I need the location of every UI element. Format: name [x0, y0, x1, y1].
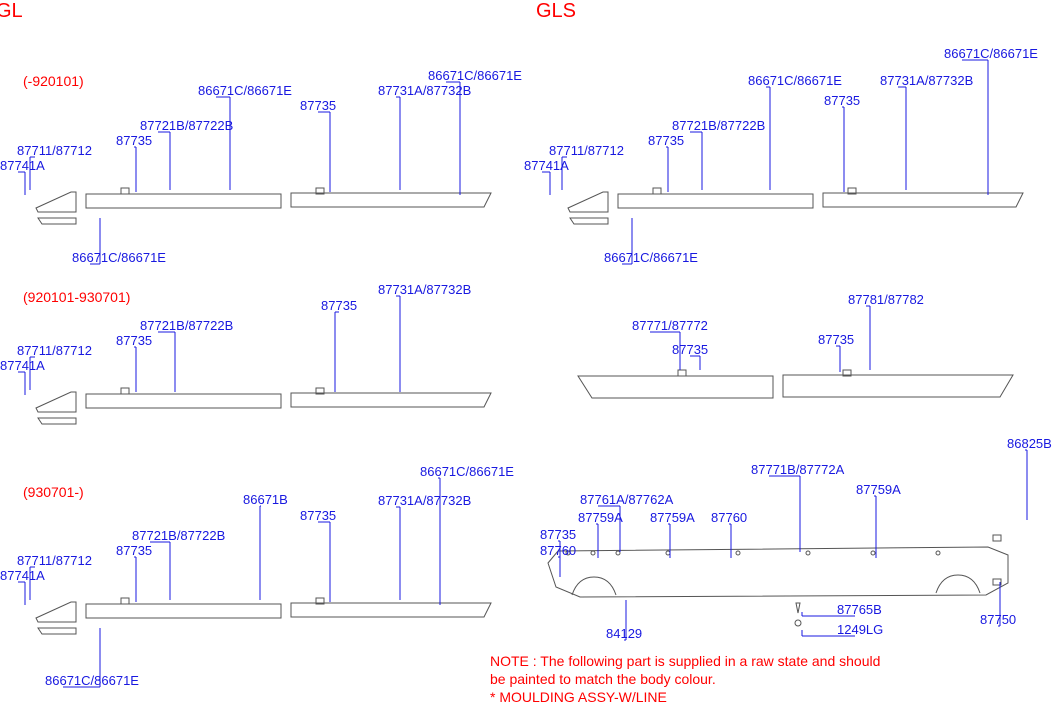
part-label-r2_a: 87771/87772 — [632, 318, 708, 333]
part-label-g3_f: 87735 — [300, 508, 336, 523]
part-label-g3_c: 87735 — [116, 543, 152, 558]
part-label-g1_a: 87711/87712 — [17, 143, 92, 158]
part-label-r1_c: 87735 — [648, 133, 684, 148]
part-label-r1_b: 87741A — [524, 158, 569, 173]
part-label-g1_b: 87741A — [0, 158, 45, 173]
part-label-g2_b: 87741A — [0, 358, 45, 373]
part-label-g2_c: 87735 — [116, 333, 152, 348]
part-label-g1_d: 87721B/87722B — [140, 118, 233, 133]
part-label-r3_l: 1249LG — [837, 622, 883, 637]
part-label-g3_h: 86671C/86671E — [420, 464, 514, 479]
part-label-r3_h: 87759A — [856, 482, 901, 497]
part-label-g3_b: 87741A — [0, 568, 45, 583]
part-label-r3_k: 87765B — [837, 602, 882, 617]
part-label-r1_i: 86671C/86671E — [604, 250, 698, 265]
part-label-g3_d: 87721B/87722B — [132, 528, 225, 543]
part-label-g2_f: 87735 — [321, 298, 357, 313]
part-label-g1_c: 87735 — [116, 133, 152, 148]
part-label-r3_b: 87760 — [540, 543, 576, 558]
part-label-g3_e: 86671B — [243, 492, 288, 507]
part-label-r3_e: 87759A — [650, 510, 695, 525]
part-label-r1_d: 87721B/87722B — [672, 118, 765, 133]
part-label-r1_e: 86671C/86671E — [748, 73, 842, 88]
part-label-g3_i: 86671C/86671E — [45, 673, 139, 688]
diagram-svg: 87711/8771287741A8773587721B/87722B86671… — [0, 0, 1063, 727]
part-label-r1_f: 87735 — [824, 93, 860, 108]
part-label-g1_f: 87735 — [300, 98, 336, 113]
part-label-g2_d: 87721B/87722B — [140, 318, 233, 333]
part-label-r3_f: 87760 — [711, 510, 747, 525]
part-label-r1_g: 87731A/87732B — [880, 73, 973, 88]
part-label-g2_a: 87711/87712 — [17, 343, 92, 358]
part-label-r2_c: 87781/87782 — [848, 292, 924, 307]
part-label-g2_g: 87731A/87732B — [378, 282, 471, 297]
part-label-r3_a: 87735 — [540, 527, 576, 542]
part-label-r3_d: 87761A/87762A — [580, 492, 674, 507]
part-label-g1_i: 86671C/86671E — [72, 250, 166, 265]
part-label-g3_a: 87711/87712 — [17, 553, 92, 568]
part-label-r2_d: 87735 — [818, 332, 854, 347]
part-label-g1_g: 87731A/87732B — [378, 83, 471, 98]
part-label-g1_e: 86671C/86671E — [198, 83, 292, 98]
part-label-r1_h: 86671C/86671E — [944, 46, 1038, 61]
part-label-r3_g: 87771B/87772A — [751, 462, 845, 477]
part-label-r3_c: 87759A — [578, 510, 623, 525]
part-label-r3_j: 87750 — [980, 612, 1016, 627]
part-label-r1_a: 87711/87712 — [549, 143, 624, 158]
part-label-r3_i: 86825B — [1007, 436, 1052, 451]
part-label-g1_h: 86671C/86671E — [428, 68, 522, 83]
part-label-r3_m: 84129 — [606, 626, 642, 641]
part-label-r2_b: 87735 — [672, 342, 708, 357]
part-label-g3_g: 87731A/87732B — [378, 493, 471, 508]
